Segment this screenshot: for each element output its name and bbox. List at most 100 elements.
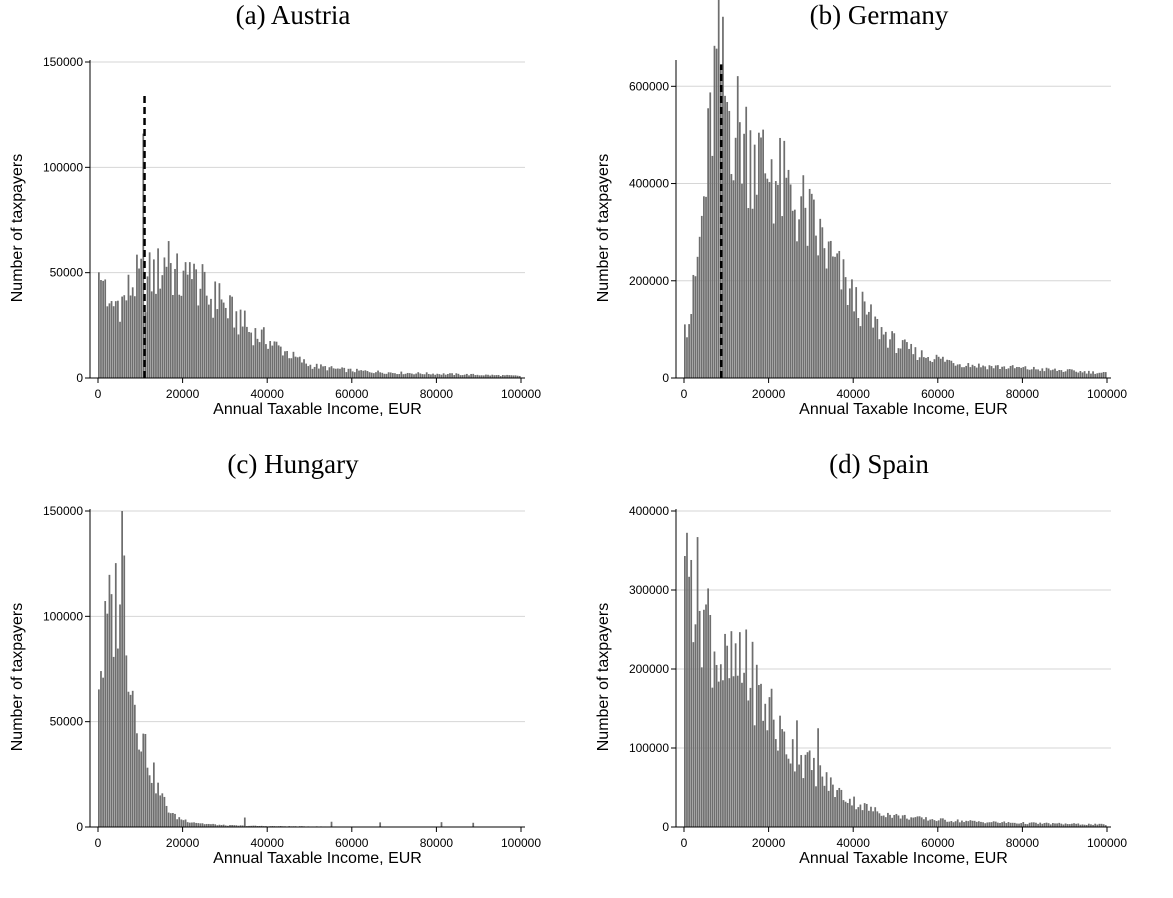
histogram-bar [129,694,132,827]
x-tick-label: 80000 [420,387,454,401]
histogram-bar [861,810,864,827]
histogram-bar [1054,823,1056,827]
histogram-bar [1018,367,1020,378]
histogram-bar [1045,367,1048,378]
histogram-bar [1049,370,1052,378]
histogram-bar [336,368,339,378]
histogram-bar [889,339,891,378]
histogram-bar [950,821,953,827]
histogram-bar [937,356,940,378]
histogram-bar [1052,823,1054,827]
histogram-bar [216,309,219,378]
histogram-bar [899,818,902,827]
histogram-bar [150,291,153,378]
histogram-bar [330,366,333,378]
histogram-bar [688,324,690,378]
histogram-bar [910,343,913,378]
histogram-bar [846,305,849,378]
histogram-bar [927,820,929,827]
histogram-bar [184,262,187,378]
y-tick-label: 600000 [629,79,669,93]
histogram-bar [990,822,993,827]
y-tick-label: 200000 [629,274,669,288]
histogram-bar [163,796,166,827]
histogram-bar [1030,369,1033,378]
histogram-bar [747,208,750,378]
histogram-bar [929,819,932,827]
histogram-bar [195,269,198,378]
histogram-bar [903,814,906,827]
histogram-bar [827,790,830,827]
y-tick-label: 0 [76,371,83,385]
histogram-bar [205,823,208,827]
x-tick-label: 0 [681,387,688,401]
histogram-bar [144,733,147,827]
histogram-bar [931,819,934,827]
histogram-bar [876,318,879,378]
histogram-bar [722,16,724,378]
histogram-bar [1039,822,1042,827]
histogram-bar [129,295,132,378]
histogram-bar [140,258,143,378]
histogram-bar [381,372,384,378]
histogram-bar [696,256,699,378]
x-tick-label: 100000 [1087,836,1127,850]
histogram-bar [846,803,849,827]
histogram-bar [191,279,193,378]
histogram-bar [1043,371,1046,378]
histogram-bar [882,815,885,827]
histogram-bar [512,375,515,378]
histogram-bar [973,366,976,378]
histogram-bar [258,342,261,378]
histogram-bar [138,268,140,378]
histogram-bar [859,326,862,378]
y-axis-label: Number of taxpayers [595,603,612,752]
histogram-bar [977,821,980,827]
histogram-bar [423,374,426,378]
histogram-bar [207,823,210,827]
histogram-bar [887,812,889,827]
histogram-bar [1077,372,1080,378]
histogram-bar [994,821,997,827]
histogram-bar [311,368,314,378]
histogram-bar [172,294,174,378]
histogram-bar [876,811,879,827]
histogram-bar [980,821,982,827]
histogram-bar [260,825,263,827]
histogram-bar [791,210,794,378]
histogram-bar [186,822,189,827]
histogram-bar [123,295,126,378]
histogram-bar [918,357,921,378]
histogram-bar [916,359,919,378]
histogram-bar [279,346,282,378]
histogram-bar [961,367,963,378]
histogram-bar [119,604,121,827]
histogram-bar [110,301,113,378]
histogram-bar [440,374,443,378]
histogram-bar [184,819,187,827]
histogram-bar [1009,822,1012,827]
histogram-bar [772,719,775,827]
histogram-bar [172,812,174,827]
histogram-bar [1062,824,1065,827]
histogram-bar [779,715,781,827]
histogram-bar [104,279,107,378]
histogram-bar [785,754,788,827]
histogram-bar [313,366,316,378]
histogram-bar [853,796,855,827]
histogram-bar [415,373,417,378]
histogram-bar [328,367,331,378]
histogram-bar [965,820,968,827]
histogram-bar [273,341,276,378]
histogram-bar [762,720,764,827]
histogram-bar [840,289,843,378]
histogram-bar [944,361,946,378]
histogram-bar [254,825,257,827]
histogram-bar [406,372,409,378]
histogram-bar [770,688,773,827]
y-axis-label: Number of taxpayers [9,603,26,752]
histogram-bar [1007,368,1010,378]
y-axis-label: Number of taxpayers [595,154,612,303]
histogram-bar [933,820,936,827]
histogram-bar [838,787,841,827]
